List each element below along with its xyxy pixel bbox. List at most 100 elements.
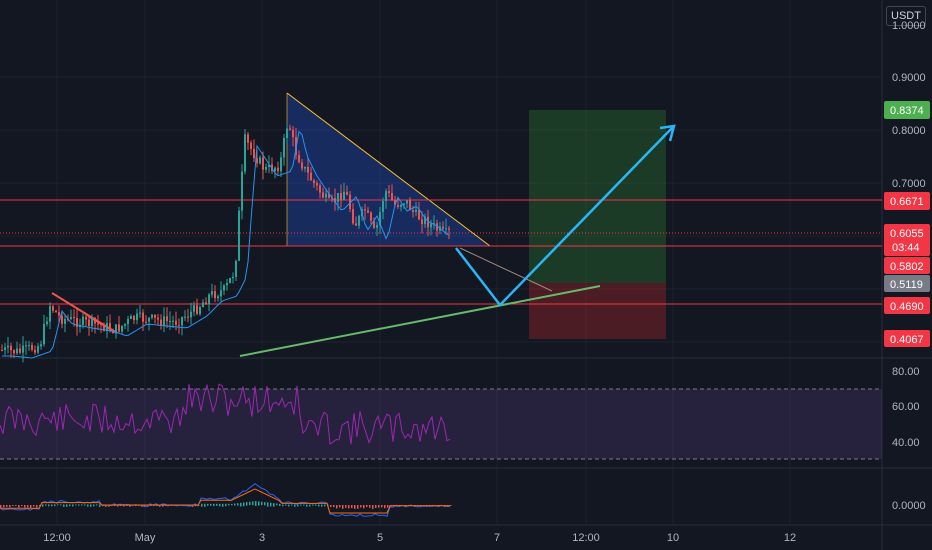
candle-body (31, 345, 33, 350)
macd-histogram-bar (30, 505, 32, 508)
long-position-profit-zone[interactable] (529, 110, 666, 283)
grid (0, 0, 882, 525)
candle-body (52, 306, 54, 311)
time-axis-label: May (135, 532, 156, 544)
price-tag-target[interactable]: 0.8374 (884, 101, 930, 119)
macd-histogram-bar (57, 504, 59, 506)
candle-body (343, 191, 345, 200)
macd-histogram-bar (117, 505, 119, 507)
candle-body (223, 285, 225, 291)
svg-text:0.4067: 0.4067 (890, 334, 924, 346)
macd-histogram-bar (222, 503, 224, 507)
candle-body (289, 128, 291, 130)
macd-histogram-bar (24, 505, 26, 508)
candle-body (316, 183, 318, 186)
candle-body (388, 191, 390, 194)
candle-body (217, 296, 219, 299)
candle-body (304, 166, 306, 169)
price-tag-resistance[interactable]: 0.6671 (884, 192, 930, 210)
candle-body (280, 157, 282, 172)
candle-body (253, 148, 255, 159)
candle-body (163, 316, 165, 326)
candle-body (208, 294, 210, 305)
macd-histogram-bar (300, 504, 302, 506)
macd-histogram-bar (252, 501, 254, 506)
candle-body (85, 316, 87, 320)
macd-histogram-bar (345, 505, 347, 508)
candle-body (355, 223, 357, 226)
candle-body (157, 317, 159, 320)
candle-body (247, 134, 249, 143)
candle-body (106, 323, 108, 332)
macd-histogram-bar (450, 505, 452, 506)
currency-badge[interactable]: USDT (886, 6, 926, 26)
candle-body (16, 348, 18, 354)
candle-body (127, 318, 129, 324)
macd-histogram-bar (123, 505, 125, 507)
candle-body (172, 320, 174, 322)
macd-histogram-bar (288, 504, 290, 507)
candle-body (313, 180, 315, 184)
candle-body (10, 345, 12, 351)
macd-histogram-bar (51, 504, 53, 507)
candle-body (118, 324, 120, 332)
candle-body (148, 317, 150, 322)
candle-body (169, 321, 171, 323)
candle-body (97, 323, 99, 325)
candle-body (55, 310, 57, 313)
candle-body (274, 167, 276, 172)
projection-path[interactable] (455, 127, 673, 307)
macd-histogram-bar (219, 503, 221, 507)
candle-body (292, 129, 294, 138)
candle-body (160, 319, 162, 326)
candle-body (373, 220, 375, 228)
candle-body (19, 348, 21, 353)
macd-histogram-bar (324, 504, 326, 507)
candle-body (187, 316, 189, 318)
macd-histogram-bar (63, 504, 65, 507)
candle-body (358, 215, 360, 226)
svg-text:0.4690: 0.4690 (890, 301, 924, 313)
price-tag-support-2[interactable]: 0.4690 (884, 297, 930, 314)
macd-histogram-bar (213, 503, 215, 507)
price-tag-support[interactable]: 0.5802 (884, 257, 930, 274)
candle-body (436, 223, 438, 231)
price-axis-label: 0.8000 (892, 125, 926, 137)
macd-histogram-bar (291, 504, 293, 506)
triangle-upper-line[interactable] (286, 92, 491, 247)
candle-body (202, 302, 204, 308)
macd-histogram-bar (12, 505, 14, 507)
time-axis-label: 7 (494, 532, 500, 544)
candle-body (100, 324, 102, 326)
macd-histogram-bar (360, 505, 362, 508)
macd-histogram-bar (6, 505, 8, 507)
candle-body (49, 306, 51, 322)
candle-body (136, 313, 138, 321)
macd-histogram-bar (255, 501, 257, 506)
price-axis-label: 0.9000 (892, 72, 926, 84)
candle-body (367, 210, 369, 213)
candle-body (184, 316, 186, 318)
macd-histogram-bar (75, 504, 77, 506)
candle-body (37, 346, 39, 353)
candle-body (214, 291, 216, 299)
macd-histogram-bar (366, 505, 368, 508)
moving-average-line (2, 130, 450, 359)
macd-histogram-bar (354, 505, 356, 509)
macd-histogram-bar (39, 505, 41, 506)
svg-text:0.5802: 0.5802 (890, 261, 924, 273)
rising-trendline[interactable] (239, 285, 601, 357)
price-axis-label: 0.7000 (892, 178, 926, 190)
long-position-stop-zone[interactable] (529, 283, 666, 339)
macd-histogram-bar (312, 504, 314, 506)
candle-body (25, 345, 27, 347)
price-tag-last-price[interactable]: 0.6055 03:44 (884, 224, 930, 256)
macd-histogram-bar (99, 504, 101, 507)
price-tag-trend[interactable]: 0.5119 (884, 275, 930, 292)
rsi-axis-label: 40.00 (892, 437, 920, 449)
macd-histogram-bar (384, 505, 386, 509)
candle-body (121, 325, 123, 332)
price-tag-stop[interactable]: 0.4067 (884, 330, 930, 347)
time-axis-label: 12:00 (43, 532, 71, 544)
